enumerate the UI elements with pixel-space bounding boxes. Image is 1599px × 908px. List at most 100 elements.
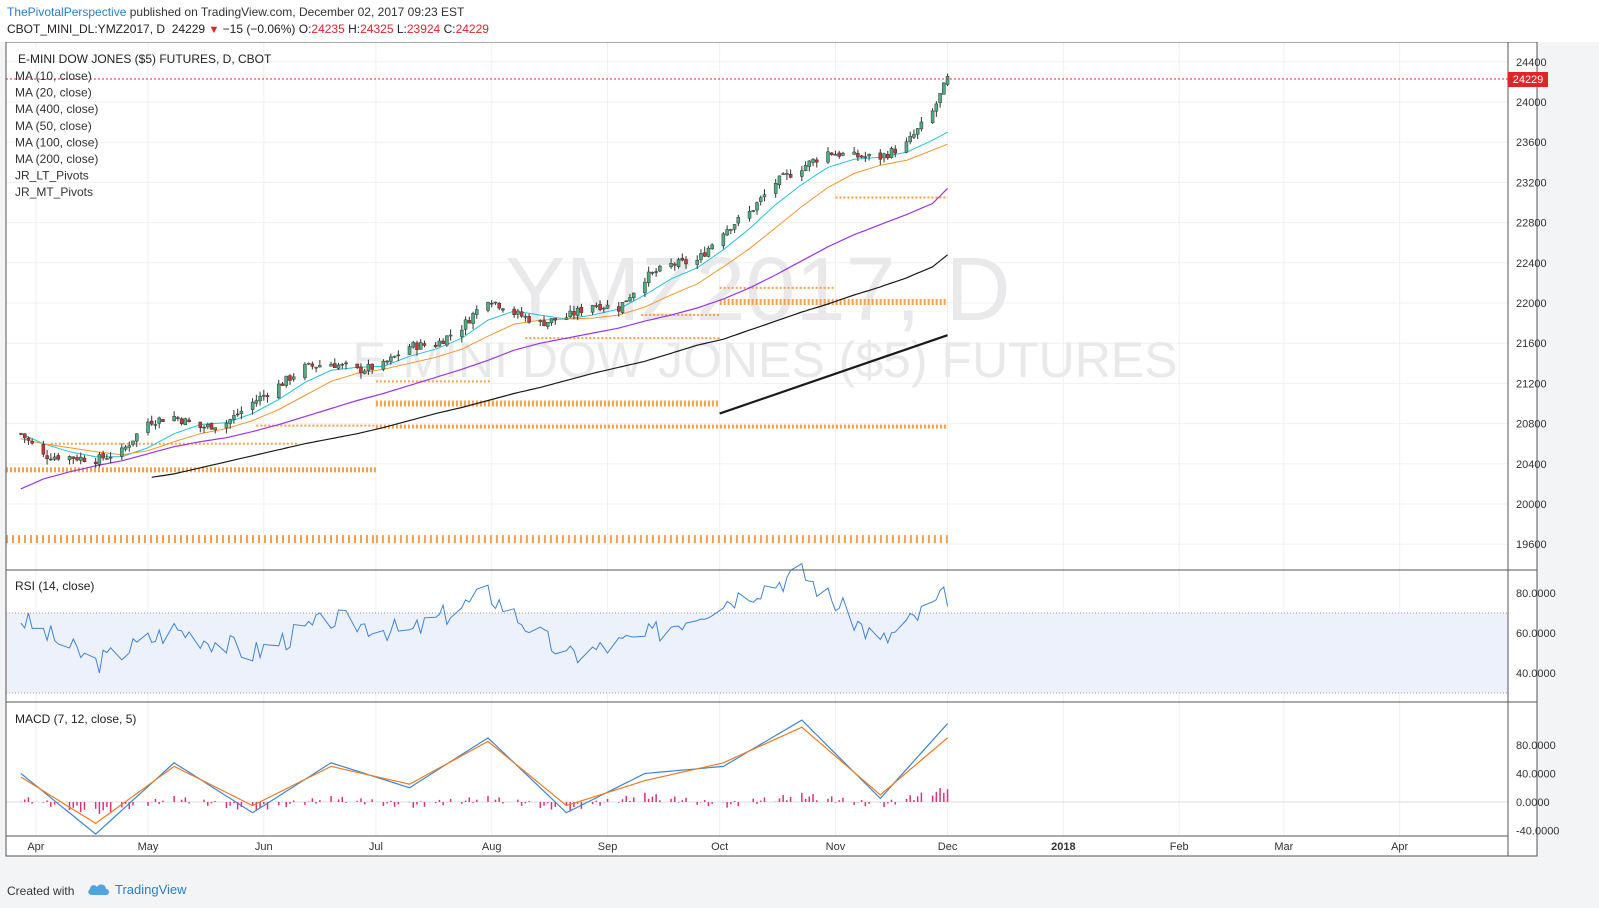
candle-body (445, 335, 449, 346)
candle-body (333, 363, 337, 368)
time-tick-label: Feb (1170, 841, 1189, 853)
moving-averages (20, 131, 949, 490)
rsi-line-path (20, 562, 949, 674)
candle-body (41, 444, 46, 455)
candle-body (542, 320, 546, 327)
candle-body (598, 303, 602, 310)
moving-average-line (151, 254, 948, 478)
legend-item: MA (200, close) (15, 152, 98, 166)
candle-body (82, 457, 87, 463)
candle-body (751, 210, 756, 212)
time-tick-label: May (138, 841, 159, 853)
candlesticks (19, 73, 950, 468)
candle-body (512, 308, 516, 315)
time-tick-label: Apr (1391, 841, 1408, 853)
publish-text: published on TradingView.com, December 0… (126, 5, 465, 19)
candle-body (232, 415, 236, 420)
candle-body (893, 148, 897, 154)
price-tick-label: 21200 (1516, 378, 1547, 390)
candle-body (336, 364, 341, 369)
candle-body (235, 413, 240, 416)
candle-body (942, 82, 946, 95)
candle-body (463, 319, 468, 330)
candle-body (489, 302, 494, 305)
legend-item: MA (100, close) (15, 135, 98, 149)
chart-canvas[interactable]: YMZ2017, D E-MINI DOW JONES ($5) FUTURES… (0, 42, 1599, 872)
time-tick-label: Dec (938, 841, 958, 853)
moving-average-line (20, 187, 949, 490)
price-change: −15 (−0.06%) (222, 22, 296, 36)
price-tick-label: 24400 (1516, 57, 1547, 69)
macd-tick-label: 80.0000 (1516, 740, 1556, 752)
candle-body (78, 456, 83, 461)
candle-body (856, 152, 860, 158)
chart-frame (5, 42, 1538, 857)
candle-body (486, 302, 490, 311)
candle-body (254, 400, 259, 404)
chart-header: ThePivotalPerspective published on Tradi… (0, 0, 1599, 42)
high-value: 24325 (360, 22, 394, 36)
candle-body (303, 364, 307, 379)
candle-body (781, 173, 785, 176)
rsi-tick-label: 80.0000 (1516, 588, 1556, 600)
candle-body (747, 211, 752, 219)
candle-body (153, 424, 158, 426)
candle-body (422, 343, 427, 346)
candle-body (859, 155, 864, 158)
candle-body (392, 355, 397, 358)
price-axis[interactable]: 24400 24000 23600 23200 22800 22400 22000 21600… (1516, 57, 1547, 551)
cloud-logo-icon (88, 884, 109, 895)
candle-body (527, 316, 531, 323)
candle-body (699, 253, 703, 260)
symbol-name[interactable]: CBOT_MINI_DL:YMZ2017, D (7, 22, 166, 36)
candle-body (362, 370, 367, 374)
time-axis[interactable]: Apr May Jun Jul Aug Sep Oct Nov Dec 2018 Feb Mar Apr (27, 841, 1408, 853)
candle-body (710, 244, 714, 250)
candle-body (628, 297, 632, 302)
symbol-ohlc-line: CBOT_MINI_DL:YMZ2017, D 24229 ▼ −15 (−0.… (7, 22, 489, 36)
candle-body (523, 316, 528, 318)
price-tick-label: 21600 (1516, 338, 1547, 350)
legend-item: MA (400, close) (15, 102, 98, 116)
candle-body (172, 415, 176, 421)
legend-item: MA (20, close) (15, 86, 92, 100)
candle-body (161, 419, 165, 422)
time-tick-label: Mar (1274, 841, 1293, 853)
candle-body (575, 307, 580, 316)
candle-body (800, 170, 804, 177)
candle-body (669, 262, 673, 268)
candle-body (310, 363, 315, 367)
candle-body (411, 342, 416, 348)
candle-body (815, 159, 819, 163)
candle-body (695, 259, 699, 265)
publish-info: ThePivotalPerspective published on Tradi… (7, 5, 464, 19)
candle-body (291, 376, 296, 380)
candle-body (867, 153, 871, 157)
open-label: O: (298, 22, 312, 36)
candle-body (602, 307, 606, 310)
candle-body (277, 383, 281, 399)
rsi-overbought-oversold-band (6, 613, 1508, 693)
publisher-link[interactable]: ThePivotalPerspective (7, 5, 127, 19)
moving-average-line (20, 143, 948, 456)
candle-body (179, 418, 184, 424)
candle-body (572, 311, 576, 316)
candle-body (785, 173, 789, 175)
candle-body (519, 311, 524, 317)
time-tick-label: Oct (711, 841, 728, 853)
candle-body (904, 141, 909, 153)
candle-body (579, 307, 584, 313)
tradingview-brand[interactable]: TradingView (87, 881, 187, 897)
time-tick-label: Jul (369, 841, 383, 853)
candle-body (938, 93, 942, 103)
high-label: H: (348, 22, 361, 36)
time-tick-label: Aug (482, 841, 502, 853)
candle-body (355, 363, 359, 368)
candle-body (344, 362, 348, 365)
candle-body (71, 456, 76, 459)
candle-body (176, 417, 180, 419)
macd-signal-path (20, 726, 948, 825)
candle-body (101, 453, 105, 459)
last-price-tag-label: 24229 (1513, 74, 1544, 86)
candle-body (788, 173, 793, 178)
